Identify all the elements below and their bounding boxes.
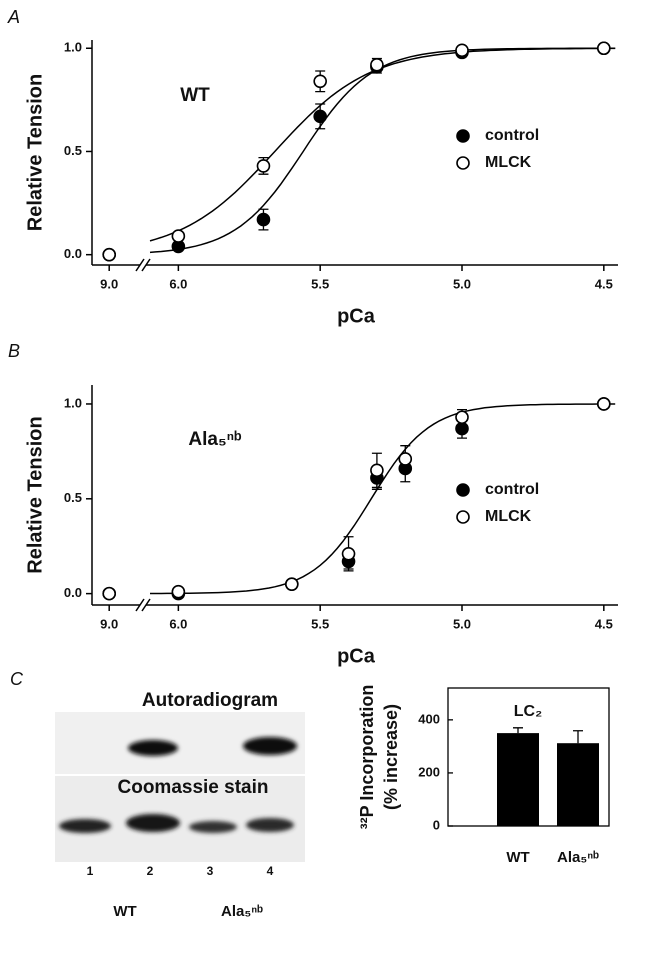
x-tick-label: 6.0 [169,616,187,631]
blot-title: Coomassie stain [118,777,269,798]
data-point [285,577,299,591]
panel-label: B [8,341,20,361]
annotation: Ala₅ⁿᵇ [188,429,241,450]
y-tick-label: 1.0 [64,395,82,410]
data-point [313,109,327,124]
bar [497,733,539,826]
data-point [341,546,356,561]
data-point [597,41,611,56]
y-tick-label: 0.5 [64,490,82,505]
data-point [102,586,116,601]
fit-curve [149,47,616,254]
legend-label: control [485,127,539,144]
data-point [313,74,327,89]
group-label: WT [113,903,136,920]
data-point [398,452,413,466]
legend-marker [456,129,470,143]
annotation: WT [180,85,210,106]
bar [557,743,599,826]
x-tick-label: 6.0 [169,276,187,291]
fit-curve [149,47,616,242]
data-point [597,397,611,411]
x-tick-label: 5.5 [311,276,329,291]
axis-break [135,598,145,612]
y-tick-label: 400 [418,711,440,726]
axis-break [135,258,145,272]
y-axis-label: Relative Tension [24,416,46,573]
data-point [370,57,384,72]
y-axis-label: ³²P Incorporation [357,685,377,830]
legend-label: MLCK [485,508,532,525]
axis-break [141,258,151,272]
lane-label: 2 [147,864,154,878]
x-tick-label: Ala₅ⁿᵇ [557,849,599,866]
lane-label: 4 [267,864,274,878]
legend-label: MLCK [485,154,532,171]
data-point [256,159,271,173]
blot-title: Autoradiogram [142,690,278,711]
y-tick-label: 0.0 [64,246,82,261]
x-tick-label: 4.5 [595,276,613,291]
legend-marker [456,510,470,524]
y-tick-label: 0.0 [64,585,82,600]
x-tick-label: 5.0 [453,616,471,631]
x-tick-label: WT [506,849,529,866]
blot-image [55,712,305,862]
data-point [171,584,186,599]
x-axis-label: pCa [337,645,376,667]
axis-break [141,598,151,612]
x-axis-label: pCa [337,305,376,327]
error-bar [513,727,523,734]
y-tick-label: 1.0 [64,40,82,55]
group-label: Ala₅ⁿᵇ [221,903,263,920]
data-point [455,410,469,425]
x-tick-label: 9.0 [100,616,118,631]
y-axis-label: Relative Tension [24,74,46,231]
data-point [256,212,271,227]
y-tick-label: 200 [418,764,440,779]
data-point [102,247,116,262]
lane-label: 3 [207,864,214,878]
legend-label: control [485,481,539,498]
y-tick-label: 0.5 [64,143,82,158]
data-point [171,229,186,243]
data-point [455,43,469,58]
x-tick-label: 9.0 [100,276,118,291]
x-tick-label: 5.5 [311,616,329,631]
chart-title: LC₂ [514,703,542,720]
legend-marker [456,483,470,497]
panel-label: A [7,7,20,27]
panel-label: C [10,669,24,689]
data-point [370,463,384,478]
x-tick-label: 4.5 [595,616,613,631]
x-tick-label: 5.0 [453,276,471,291]
y-axis-label: (% increase) [381,704,401,810]
legend-marker [456,156,470,170]
y-tick-label: 0 [433,817,440,832]
lane-label: 1 [87,864,94,878]
error-bar [573,730,583,744]
